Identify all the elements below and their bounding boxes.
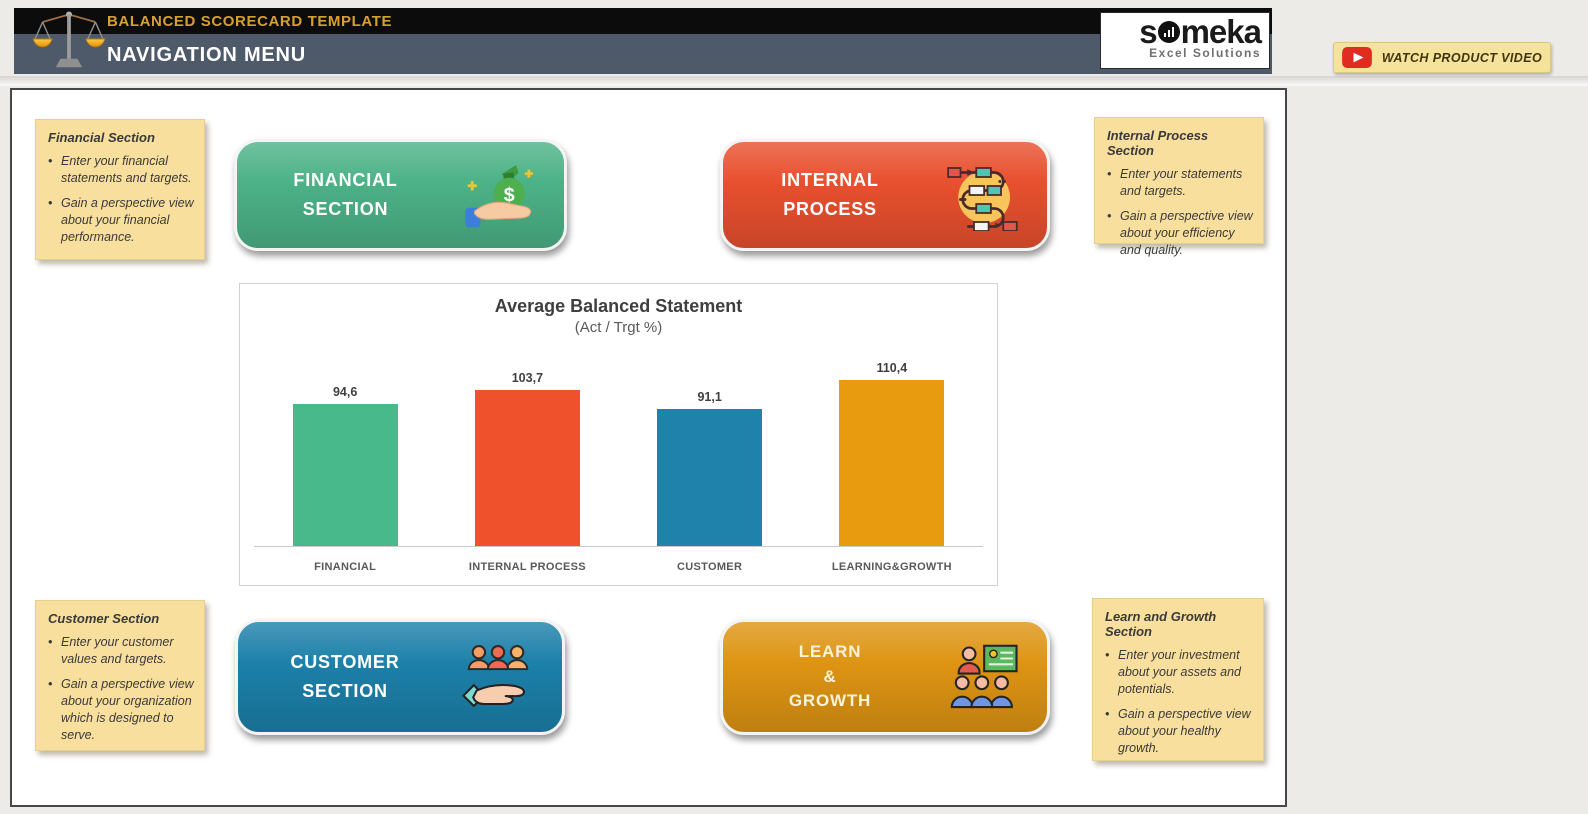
bar-group: 91,1 xyxy=(619,359,801,546)
process-flow-icon xyxy=(937,159,1029,231)
balance-scales-icon xyxy=(28,6,110,77)
chart-title: Average Balanced Statement xyxy=(494,296,743,316)
customers-hand-icon xyxy=(452,641,544,713)
someka-logo[interactable]: s meka Excel Solutions xyxy=(1100,12,1270,69)
chart-plot: 94,6 103,7 91,1 110,4 xyxy=(254,359,983,547)
customer-section-button-label: CUSTOMER SECTION xyxy=(290,651,400,701)
note-title: Learn and Growth Section xyxy=(1105,609,1217,639)
training-presentation-icon xyxy=(937,640,1029,714)
bar-value-label: 94,6 xyxy=(332,385,358,400)
note-customer-section: Customer Section Enter your customer val… xyxy=(35,600,205,751)
app-title: BALANCED SCORECARD TEMPLATE xyxy=(107,13,393,30)
customer-section-button[interactable]: CUSTOMER SECTION xyxy=(235,619,565,735)
someka-tagline: Excel Solutions xyxy=(1149,46,1261,60)
chart-bar xyxy=(657,409,763,546)
bar-value-label: 91,1 xyxy=(697,390,722,405)
bar-group: 103,7 xyxy=(436,359,618,546)
note-learn-growth-section: Learn and Growth Section Enter your inve… xyxy=(1092,598,1264,761)
chart-bar xyxy=(292,404,398,546)
note-financial-section: Financial Section Enter your financial s… xyxy=(35,119,205,260)
x-axis-label: FINANCIAL xyxy=(314,561,377,573)
watch-product-video-button[interactable]: WATCH PRODUCT VIDEO xyxy=(1333,42,1551,73)
bar-value-label: 103,7 xyxy=(511,371,544,386)
note-bullet: Gain a perspective view about your effic… xyxy=(1107,208,1255,259)
financial-section-button[interactable]: FINANCIAL SECTION $ xyxy=(234,139,567,251)
bar-value-label: 110,4 xyxy=(876,361,908,376)
internal-process-button[interactable]: INTERNAL PROCESS xyxy=(720,139,1050,251)
x-axis-label: CUSTOMER xyxy=(677,561,743,573)
someka-wordmark: s meka xyxy=(1139,13,1262,50)
youtube-play-icon xyxy=(1342,47,1372,68)
note-title: Customer Section xyxy=(48,611,160,626)
x-axis-label: LEARNING&GROWTH xyxy=(831,561,952,573)
note-title: Financial Section xyxy=(48,130,155,145)
note-internal-process-section: Internal Process Section Enter your stat… xyxy=(1094,117,1264,257)
learn-growth-button-label: LEARN & GROWTH xyxy=(788,642,872,711)
note-bullet: Enter your investment about your assets … xyxy=(1105,647,1255,698)
chart-subtitle: (Act / Trgt %) xyxy=(574,319,663,336)
header-bottom-band xyxy=(14,34,1272,74)
chart-bar xyxy=(474,390,580,546)
note-bullet: Enter your customer values and targets. xyxy=(48,634,196,668)
page-title: NAVIGATION MENU xyxy=(107,44,307,66)
note-bullet: Gain a perspective view about your organ… xyxy=(48,676,196,744)
note-bullet: Gain a perspective view about your healt… xyxy=(1105,706,1255,757)
money-in-hand-icon: $ xyxy=(454,158,546,232)
average-balanced-statement-chart: Average Balanced Statement (Act / Trgt %… xyxy=(239,283,998,586)
note-bullet: Enter your statements and targets. xyxy=(1107,166,1255,200)
main-panel: Financial Section Enter your financial s… xyxy=(10,88,1287,807)
note-bullet: Enter your financial statements and targ… xyxy=(48,153,196,187)
bar-group: 110,4 xyxy=(801,359,983,546)
bar-group: 94,6 xyxy=(254,359,436,546)
learn-growth-button[interactable]: LEARN & GROWTH xyxy=(720,619,1050,735)
note-bullet: Gain a perspective view about your finan… xyxy=(48,195,196,246)
chart-bar xyxy=(839,380,945,546)
internal-process-button-label: INTERNAL PROCESS xyxy=(781,169,879,219)
financial-section-button-label: FINANCIAL SECTION xyxy=(293,169,398,219)
svg-text:$: $ xyxy=(504,184,515,206)
chart-categories: FINANCIAL INTERNAL PROCESS CUSTOMER LEARNIN… xyxy=(254,561,983,573)
watch-video-label: WATCH PRODUCT VIDEO xyxy=(1381,50,1543,65)
header-separator xyxy=(0,76,1588,86)
x-axis-label: INTERNAL PROCESS xyxy=(468,561,586,573)
header-top-band xyxy=(14,8,1272,34)
note-title: Internal Process Section xyxy=(1107,128,1209,158)
